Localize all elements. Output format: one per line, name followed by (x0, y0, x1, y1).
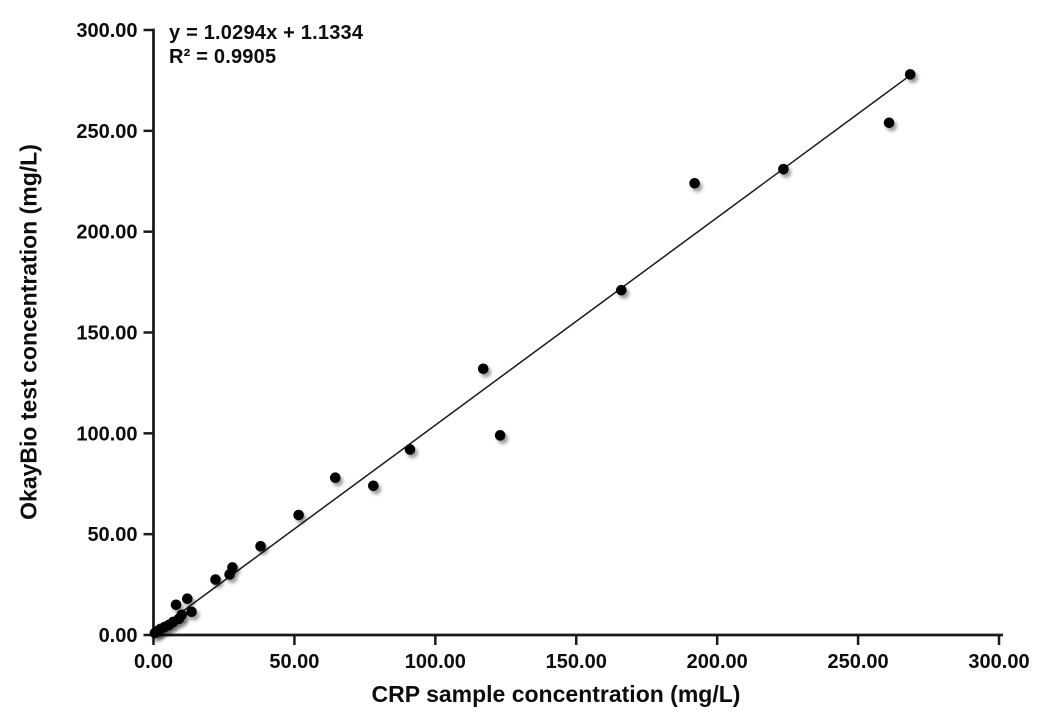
y-axis-title: OkayBio test concentration (mg/L) (15, 144, 42, 520)
r-squared-value: R² = 0.9905 (169, 46, 277, 68)
data-point (477, 363, 489, 375)
data-point (904, 69, 916, 80)
y-tick-label: 250.00 (76, 121, 137, 143)
data-point (170, 599, 182, 611)
x-tick-label: 150.00 (546, 651, 607, 673)
data-point (176, 609, 187, 621)
y-tick-label: 100.00 (76, 423, 137, 445)
trendline (153, 74, 911, 634)
y-tick-label: 0.00 (99, 625, 138, 647)
y-tick-label: 150.00 (76, 323, 137, 345)
trendline-annotation: y = 1.0294x + 1.1334 R² = 0.9905 (169, 21, 363, 69)
data-point (616, 284, 627, 296)
x-tick-label: 50.00 (269, 651, 319, 673)
data-point (210, 574, 221, 585)
data-point (404, 444, 416, 455)
data-point (182, 593, 193, 604)
x-axis-title: CRP sample concentration (mg/L) (371, 681, 741, 707)
data-point (368, 480, 379, 492)
data-point (778, 163, 789, 175)
x-tick-label: 250.00 (827, 651, 888, 673)
data-point (293, 509, 304, 521)
x-tick-label: 200.00 (687, 651, 748, 673)
data-point (883, 117, 895, 129)
x-tick-label: 100.00 (405, 651, 466, 673)
y-tick-label: 50.00 (87, 524, 137, 546)
y-tick-label: 200.00 (76, 222, 137, 244)
data-point (227, 562, 238, 573)
data-point (689, 177, 700, 189)
data-point (494, 430, 506, 441)
data-point (255, 540, 266, 552)
x-tick-label: 300.00 (968, 651, 1029, 673)
y-tick-label: 300.00 (76, 20, 137, 42)
trendline-equation: y = 1.0294x + 1.1334 (169, 22, 364, 44)
x-tick-label: 0.00 (134, 651, 173, 673)
data-point (329, 472, 341, 484)
data-point (186, 606, 197, 618)
